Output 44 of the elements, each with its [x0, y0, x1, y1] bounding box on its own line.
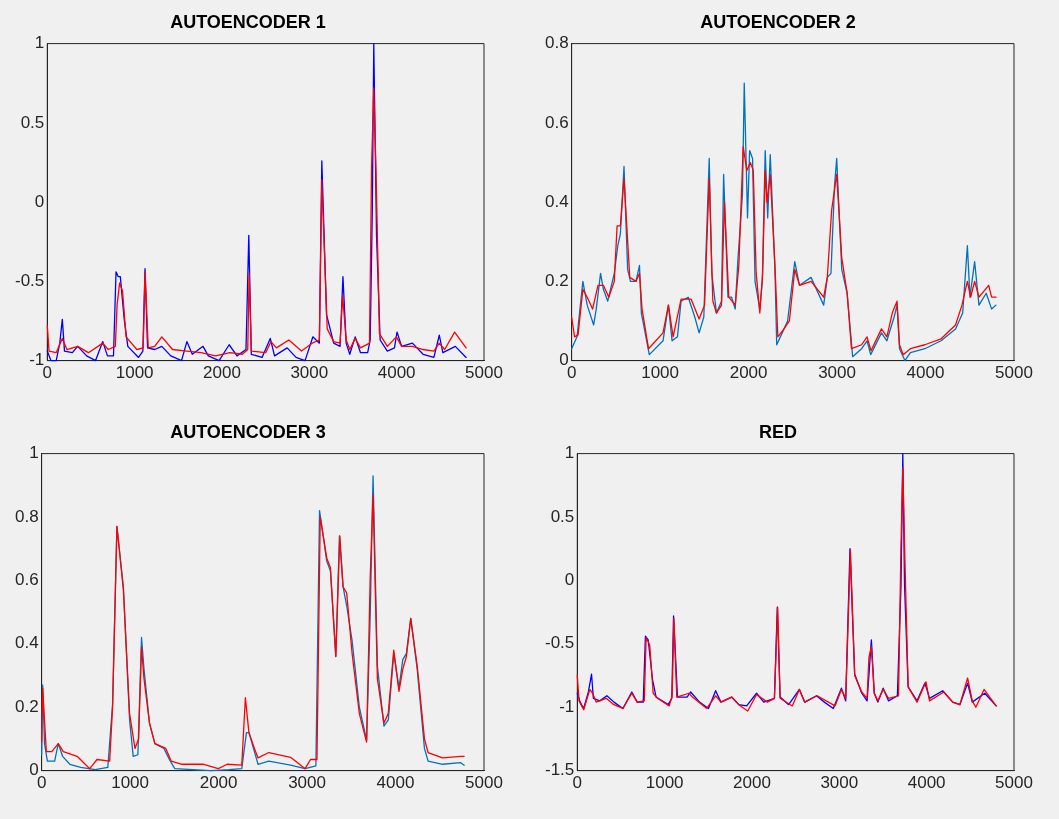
y-tick-label: 0 [34, 191, 45, 211]
y-tick-label: 0.2 [14, 696, 39, 716]
y-tick-label: 0.5 [550, 506, 575, 526]
x-tick-label: 5000 [465, 363, 503, 383]
x-tick-label: 1000 [111, 773, 150, 793]
x-tick-label: 5000 [465, 773, 503, 793]
y-tick-label: 0 [29, 760, 39, 780]
x-tick-label: 3000 [818, 363, 856, 383]
x-tick-label: 2000 [733, 773, 771, 793]
x-tick-label: 2000 [199, 773, 238, 793]
x-tick-label: 3000 [820, 773, 859, 793]
y-tick-label: 0.6 [544, 112, 569, 132]
y-tick-label: 0.8 [14, 506, 39, 526]
y-tick-label: -0.5 [545, 633, 575, 653]
x-tick-label: 4000 [907, 773, 946, 793]
y-tick-label: 0.2 [544, 271, 569, 291]
chart-title: AUTOENCODER 1 [170, 11, 326, 32]
x-tick-label: 4000 [376, 773, 415, 793]
y-tick-label: 0.4 [544, 191, 569, 211]
y-tick-label: 1 [29, 443, 39, 463]
y-tick-label: 0 [564, 570, 575, 590]
chart-title: RED [758, 421, 798, 442]
x-tick-label: 1000 [115, 363, 154, 383]
y-tick-label: 0.6 [14, 570, 39, 590]
x-tick-label: 5000 [995, 363, 1033, 383]
y-tick-label: 0.4 [14, 633, 39, 653]
x-tick-label: 4000 [906, 363, 945, 383]
y-tick-label: -0.5 [15, 271, 45, 291]
chart-title: AUTOENCODER 2 [700, 11, 856, 32]
x-tick-label: 2000 [203, 363, 241, 383]
x-tick-label: 3000 [290, 363, 329, 383]
y-tick-label: 1 [564, 443, 575, 463]
y-tick-label: -1 [559, 696, 575, 716]
y-tick-label: 0.5 [20, 112, 45, 132]
y-tick-label: 1 [34, 33, 45, 53]
y-tick-label: 0 [559, 350, 569, 370]
x-tick-label: 4000 [377, 363, 416, 383]
chart-title: AUTOENCODER 3 [170, 421, 326, 442]
y-tick-label: 0.8 [544, 33, 569, 53]
x-tick-label: 1000 [645, 773, 684, 793]
x-tick-label: 5000 [995, 773, 1033, 793]
x-tick-label: 2000 [729, 363, 768, 383]
x-tick-label: 1000 [641, 363, 680, 383]
x-tick-label: 3000 [288, 773, 326, 793]
